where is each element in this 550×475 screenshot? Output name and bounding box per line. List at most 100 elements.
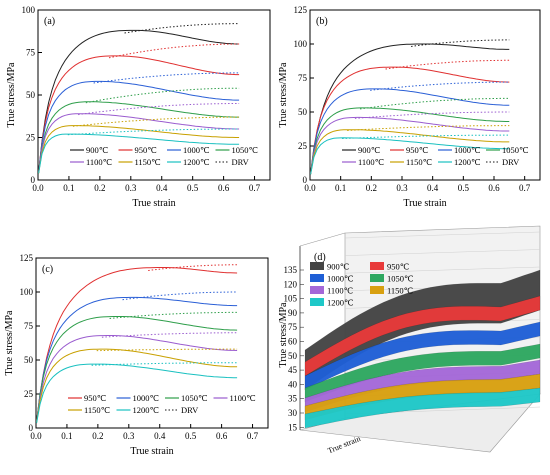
x-tick-label: 0.6 bbox=[216, 431, 228, 441]
legend-swatch bbox=[310, 262, 324, 270]
drv-line-950℃ bbox=[148, 264, 238, 271]
series-line-1150℃ bbox=[38, 125, 240, 174]
series-line-1200℃ bbox=[310, 137, 510, 175]
z-tick-label: 45 bbox=[288, 365, 298, 375]
legend-swatch bbox=[310, 298, 324, 306]
x-tick-label: 0.3 bbox=[396, 183, 408, 193]
drv-line-1100℃ bbox=[354, 111, 510, 119]
y-tick-label: 0 bbox=[303, 175, 308, 185]
legend-label: 1200℃ bbox=[327, 298, 354, 308]
legend-label: 1200℃ bbox=[183, 157, 210, 167]
x-tick-label: 0.3 bbox=[125, 183, 137, 193]
legend-label: 1000℃ bbox=[327, 274, 354, 284]
x-tick-label: 0.7 bbox=[519, 183, 531, 193]
y-tick-label: 50 bbox=[24, 355, 34, 365]
drv-line-1000℃ bbox=[93, 72, 240, 84]
y-tick-label: 75 bbox=[24, 321, 34, 331]
chart-panel-c: 0.0 0.1 0.2 0.3 0.4 0.5 0.6 0.7 0 25 50 75 100 125 Tru… bbox=[4, 253, 269, 457]
panel-label: (b) bbox=[316, 16, 328, 27]
x-tick-label: 0.7 bbox=[247, 431, 259, 441]
legend-label: 1100℃ bbox=[327, 286, 354, 296]
legend-label: 1150℃ bbox=[84, 405, 111, 415]
x-tick-label: 0.2 bbox=[94, 183, 105, 193]
x-tick-label: 0.1 bbox=[335, 183, 346, 193]
x-tick-label: 0.4 bbox=[427, 183, 439, 193]
z-axis-label: True stress/MPa bbox=[278, 302, 289, 367]
x-axis-label: True strain bbox=[403, 198, 446, 209]
legend-label: 1100℃ bbox=[358, 157, 385, 167]
drv-line-1050℃ bbox=[359, 97, 510, 110]
legend-label: 950℃ bbox=[387, 262, 410, 272]
drv-line-900℃ bbox=[124, 23, 240, 34]
y-tick-label: 50 bbox=[298, 107, 308, 117]
legend-label: 1000℃ bbox=[183, 145, 210, 155]
z-tick-label: 75 bbox=[288, 322, 298, 332]
legend-label: 1050℃ bbox=[387, 274, 414, 284]
series-line-1050℃ bbox=[38, 101, 240, 173]
drv-line-1100℃ bbox=[101, 332, 238, 338]
x-tick-label: 0.0 bbox=[32, 183, 44, 193]
surface-layer-950℃ bbox=[304, 295, 541, 377]
x-tick-label: 0.7 bbox=[249, 183, 261, 193]
drv-line-1150℃ bbox=[347, 125, 510, 131]
y-tick-label: 75 bbox=[26, 48, 36, 58]
grid-line bbox=[344, 266, 541, 274]
series-line-1150℃ bbox=[36, 348, 238, 423]
series-line-1050℃ bbox=[310, 107, 510, 174]
x-tick-label: 0.4 bbox=[156, 183, 168, 193]
chart-panel-d: 135 120 105 90 75 60 50 45 40 35 30 15 True stress/M… bbox=[278, 225, 541, 455]
legend-swatch bbox=[310, 274, 324, 282]
panel-label: (d) bbox=[314, 252, 326, 263]
y-axis-label: True stress/MPa bbox=[6, 62, 17, 127]
drv-line-900℃ bbox=[411, 39, 510, 47]
z-tick-label: 60 bbox=[288, 337, 298, 347]
series-line-1050℃ bbox=[36, 316, 238, 422]
x-tick-label: 0.0 bbox=[304, 183, 316, 193]
series-line-950℃ bbox=[38, 55, 240, 173]
grid-line bbox=[344, 249, 541, 256]
x-tick-label: 0.1 bbox=[63, 183, 74, 193]
legend-label: 1150℃ bbox=[135, 157, 162, 167]
y-tick-label: 0 bbox=[31, 175, 36, 185]
z-tick-label: 50 bbox=[288, 351, 298, 361]
y-tick-label: 25 bbox=[24, 389, 34, 399]
series-line-1200℃ bbox=[36, 363, 238, 424]
legend-label: 950℃ bbox=[84, 393, 107, 403]
plot-frame bbox=[35, 257, 269, 429]
series-line-900℃ bbox=[310, 43, 510, 175]
y-tick-label: 75 bbox=[298, 73, 308, 83]
drv-line-1200℃ bbox=[91, 362, 238, 366]
x-tick-label: 0.1 bbox=[61, 431, 72, 441]
top-edge bbox=[299, 232, 346, 247]
series-line-1000℃ bbox=[310, 88, 510, 174]
y-tick-label: 0 bbox=[29, 423, 34, 433]
x-axis-label: True strain bbox=[130, 446, 173, 457]
drv-line-1000℃ bbox=[122, 291, 238, 301]
series-line-1100℃ bbox=[310, 116, 510, 175]
x-tick-label: 0.6 bbox=[218, 183, 230, 193]
z-tick-label: 30 bbox=[288, 408, 298, 418]
x-axis-label: True strain bbox=[132, 198, 175, 209]
chart-panel-a: 0.0 0.1 0.2 0.3 0.4 0.5 0.6 0.7 0 25 50 75 100 True s… bbox=[6, 5, 271, 209]
legend-label: 1050℃ bbox=[181, 393, 208, 403]
z-tick-label: 40 bbox=[288, 379, 298, 389]
series-line-950℃ bbox=[36, 267, 238, 422]
legend-label: DRV bbox=[502, 157, 520, 167]
drv-line-950℃ bbox=[108, 43, 240, 59]
panel-label: (c) bbox=[42, 264, 53, 275]
y-axis-label: True stress/MPa bbox=[4, 310, 15, 375]
legend-label: 1100℃ bbox=[230, 393, 257, 403]
legend-label: 1150℃ bbox=[406, 157, 433, 167]
legend-swatch bbox=[370, 274, 384, 282]
legend-label: 1050℃ bbox=[232, 145, 259, 155]
legend-label: 900℃ bbox=[86, 145, 109, 155]
x-tick-label: 0.2 bbox=[366, 183, 377, 193]
z-tick-label: 135 bbox=[284, 265, 298, 275]
x-tick-label: 0.2 bbox=[92, 431, 103, 441]
legend-swatch bbox=[370, 286, 384, 294]
x-tick-label: 0.5 bbox=[458, 183, 470, 193]
legend-label: 1100℃ bbox=[86, 157, 113, 167]
y-tick-label: 50 bbox=[26, 90, 36, 100]
drv-line-1050℃ bbox=[109, 311, 238, 319]
legend-label: 1000℃ bbox=[454, 145, 481, 155]
